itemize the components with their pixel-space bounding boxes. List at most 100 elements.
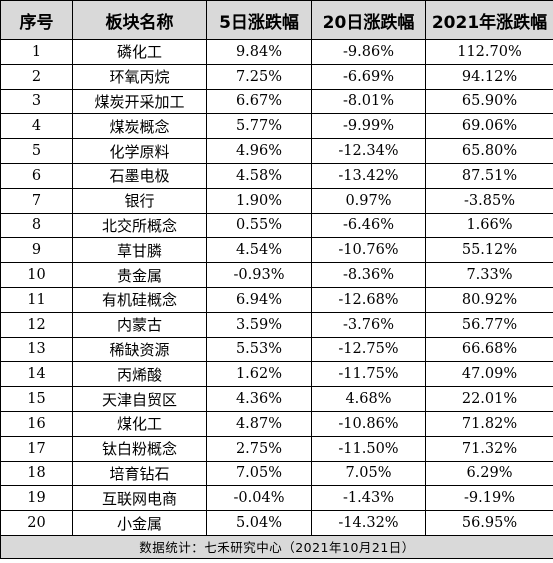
sector-name-cell: 钛白粉概念 bbox=[72, 435, 207, 462]
change-20day-cell: -12.75% bbox=[311, 336, 426, 363]
change-2021-cell: 66.68% bbox=[425, 336, 553, 363]
table-row: 13 稀缺资源 5.53% -12.75% 66.68% bbox=[0, 336, 553, 363]
change-2021-cell: 55.12% bbox=[425, 237, 553, 264]
change-20day-cell: -10.76% bbox=[311, 237, 426, 264]
rank-cell: 20 bbox=[0, 510, 73, 536]
sector-name-cell: 石墨电极 bbox=[72, 162, 207, 189]
table-row: 14 丙烯酸 1.62% -11.75% 47.09% bbox=[0, 361, 553, 388]
change-5day-cell: 4.96% bbox=[206, 138, 312, 164]
rank-cell: 5 bbox=[0, 138, 73, 164]
rank-cell: 6 bbox=[0, 162, 73, 189]
sector-name-cell: 天津自贸区 bbox=[72, 386, 207, 412]
change-2021-cell: 87.51% bbox=[425, 162, 553, 189]
header-row: 序号 板块名称 5日涨跌幅 20日涨跌幅 2021年涨跌幅 bbox=[0, 0, 553, 40]
change-20day-cell: -9.86% bbox=[311, 39, 426, 65]
rank-cell: 14 bbox=[0, 361, 73, 388]
table-row: 10 贵金属 -0.93% -8.36% 7.33% bbox=[0, 262, 553, 288]
change-5day-cell: 1.90% bbox=[206, 187, 312, 214]
header-rank: 序号 bbox=[0, 0, 73, 40]
change-20day-cell: 0.97% bbox=[311, 187, 426, 214]
change-2021-cell: 80.92% bbox=[425, 286, 553, 313]
change-20day-cell: -11.50% bbox=[311, 435, 426, 462]
change-20day-cell: -12.34% bbox=[311, 138, 426, 164]
sector-name-cell: 小金属 bbox=[72, 510, 207, 536]
change-5day-cell: 4.87% bbox=[206, 410, 312, 437]
table-row: 7 银行 1.90% 0.97% -3.85% bbox=[0, 187, 553, 214]
change-5day-cell: 6.94% bbox=[206, 286, 312, 313]
sector-name-cell: 煤炭开采加工 bbox=[72, 88, 207, 115]
table-row: 1 磷化工 9.84% -9.86% 112.70% bbox=[0, 39, 553, 65]
rank-cell: 3 bbox=[0, 88, 73, 115]
rank-cell: 4 bbox=[0, 113, 73, 140]
change-20day-cell: 7.05% bbox=[311, 460, 426, 487]
table-body: 1 磷化工 9.84% -9.86% 112.70% 2 环氧丙烷 7.25% -6.69% 94… bbox=[0, 39, 553, 536]
change-2021-cell: 6.29% bbox=[425, 460, 553, 487]
change-5day-cell: 4.58% bbox=[206, 162, 312, 189]
table-row: 9 草甘膦 4.54% -10.76% 55.12% bbox=[0, 237, 553, 264]
change-5day-cell: 7.05% bbox=[206, 460, 312, 487]
change-5day-cell: -0.04% bbox=[206, 485, 312, 512]
sector-name-cell: 贵金属 bbox=[72, 262, 207, 288]
rank-cell: 2 bbox=[0, 63, 73, 90]
change-20day-cell: -11.75% bbox=[311, 361, 426, 388]
change-2021-cell: 56.95% bbox=[425, 510, 553, 536]
table-row: 5 化学原料 4.96% -12.34% 65.80% bbox=[0, 138, 553, 164]
header-sector-name: 板块名称 bbox=[72, 0, 207, 40]
change-20day-cell: -12.68% bbox=[311, 286, 426, 313]
change-20day-cell: -3.76% bbox=[311, 311, 426, 338]
sector-name-cell: 稀缺资源 bbox=[72, 336, 207, 363]
change-20day-cell: -10.86% bbox=[311, 410, 426, 437]
change-2021-cell: 69.06% bbox=[425, 113, 553, 140]
rank-cell: 16 bbox=[0, 410, 73, 437]
header-20day-change: 20日涨跌幅 bbox=[311, 0, 426, 40]
footer-row: 数据统计：七禾研究中心（2021年10月21日） bbox=[0, 534, 553, 559]
rank-cell: 8 bbox=[0, 212, 73, 239]
change-2021-cell: 1.66% bbox=[425, 212, 553, 239]
sector-name-cell: 草甘膦 bbox=[72, 237, 207, 264]
change-5day-cell: -0.93% bbox=[206, 262, 312, 288]
table-row: 8 北交所概念 0.55% -6.46% 1.66% bbox=[0, 212, 553, 239]
sector-name-cell: 培育钻石 bbox=[72, 460, 207, 487]
change-5day-cell: 0.55% bbox=[206, 212, 312, 239]
table-row: 20 小金属 5.04% -14.32% 56.95% bbox=[0, 510, 553, 536]
header-5day-change: 5日涨跌幅 bbox=[206, 0, 312, 40]
change-5day-cell: 9.84% bbox=[206, 39, 312, 65]
change-20day-cell: -8.01% bbox=[311, 88, 426, 115]
change-5day-cell: 7.25% bbox=[206, 63, 312, 90]
rank-cell: 7 bbox=[0, 187, 73, 214]
table-footer: 数据统计：七禾研究中心（2021年10月21日） bbox=[0, 534, 553, 559]
rank-cell: 9 bbox=[0, 237, 73, 264]
rank-cell: 15 bbox=[0, 386, 73, 412]
rank-cell: 10 bbox=[0, 262, 73, 288]
change-2021-cell: 65.80% bbox=[425, 138, 553, 164]
sector-name-cell: 内蒙古 bbox=[72, 311, 207, 338]
change-20day-cell: -14.32% bbox=[311, 510, 426, 536]
rank-cell: 17 bbox=[0, 435, 73, 462]
change-5day-cell: 2.75% bbox=[206, 435, 312, 462]
change-2021-cell: 7.33% bbox=[425, 262, 553, 288]
rank-cell: 19 bbox=[0, 485, 73, 512]
change-2021-cell: 56.77% bbox=[425, 311, 553, 338]
change-5day-cell: 1.62% bbox=[206, 361, 312, 388]
sector-name-cell: 丙烯酸 bbox=[72, 361, 207, 388]
change-20day-cell: -6.46% bbox=[311, 212, 426, 239]
change-2021-cell: -9.19% bbox=[425, 485, 553, 512]
sector-name-cell: 磷化工 bbox=[72, 39, 207, 65]
change-2021-cell: 94.12% bbox=[425, 63, 553, 90]
sector-name-cell: 北交所概念 bbox=[72, 212, 207, 239]
sector-name-cell: 化学原料 bbox=[72, 138, 207, 164]
change-5day-cell: 4.54% bbox=[206, 237, 312, 264]
change-2021-cell: 112.70% bbox=[425, 39, 553, 65]
change-5day-cell: 5.77% bbox=[206, 113, 312, 140]
change-5day-cell: 5.04% bbox=[206, 510, 312, 536]
table-row: 11 有机硅概念 6.94% -12.68% 80.92% bbox=[0, 286, 553, 313]
table-row: 16 煤化工 4.87% -10.86% 71.82% bbox=[0, 410, 553, 437]
change-2021-cell: 65.90% bbox=[425, 88, 553, 115]
change-20day-cell: -9.99% bbox=[311, 113, 426, 140]
sector-name-cell: 银行 bbox=[72, 187, 207, 214]
sector-name-cell: 互联网电商 bbox=[72, 485, 207, 512]
data-source-note: 数据统计：七禾研究中心（2021年10月21日） bbox=[0, 534, 553, 559]
change-2021-cell: 22.01% bbox=[425, 386, 553, 412]
